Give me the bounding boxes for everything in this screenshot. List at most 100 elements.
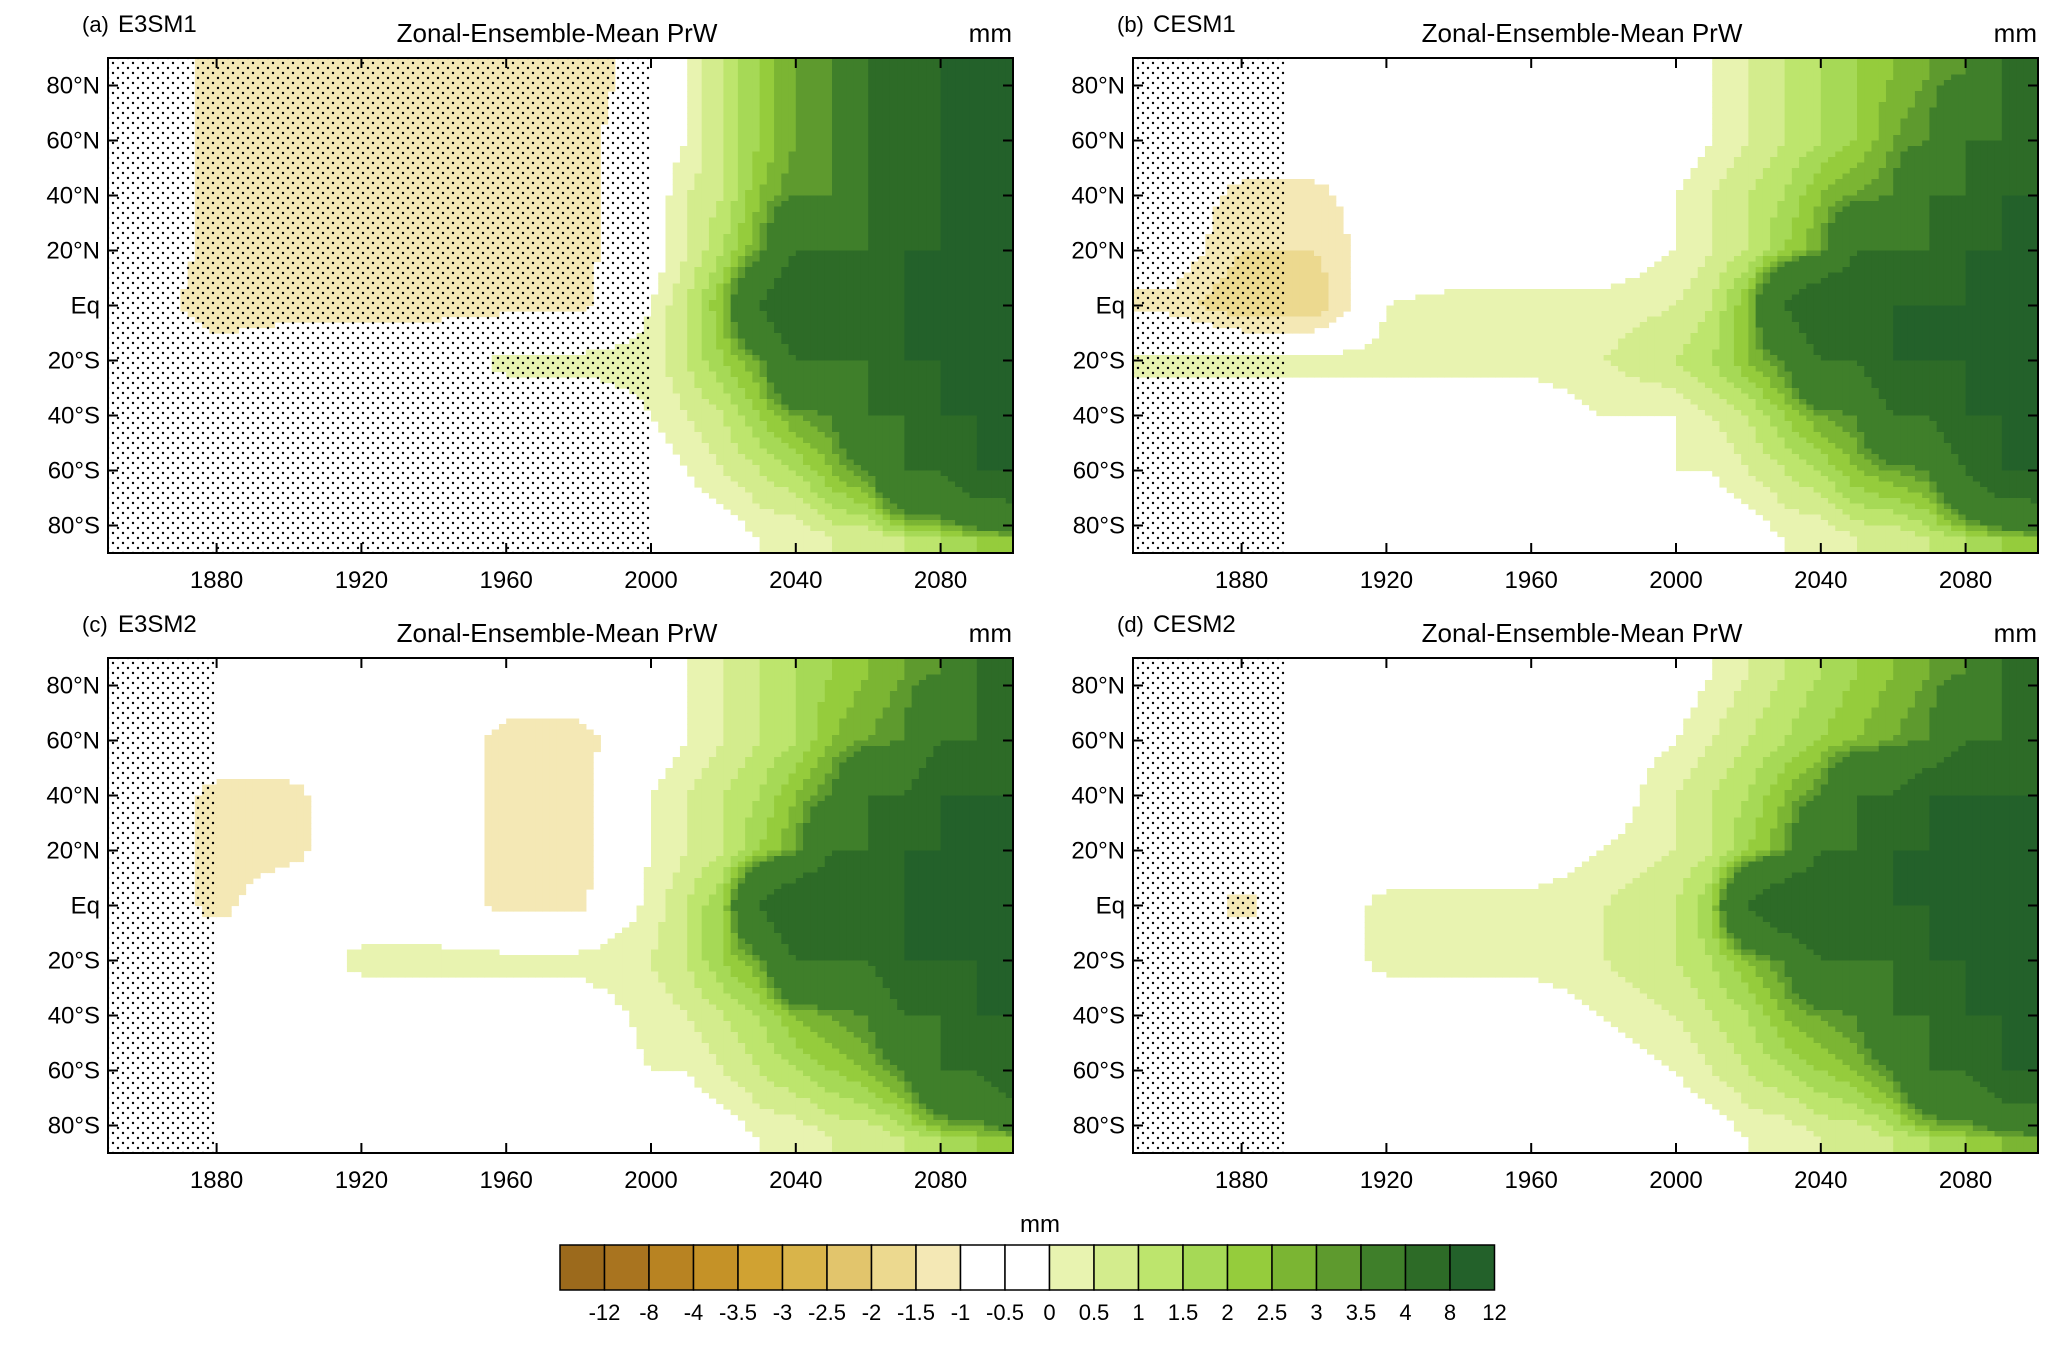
heatmap-cell xyxy=(860,63,869,70)
colorbar-label: 12 xyxy=(1482,1300,1506,1325)
heatmap-cell xyxy=(962,69,971,76)
colorbar-swatch xyxy=(915,1244,962,1291)
heatmap-cell xyxy=(730,91,739,98)
heatmap-cell xyxy=(839,63,848,70)
heatmap-cell xyxy=(832,80,840,87)
heatmap-cell xyxy=(752,63,761,70)
heatmap-cell xyxy=(969,63,978,70)
colorbar: mm -12 -8 -4 -3.5 -3 -2.5 -2 -1.5 -1 -0.5 0 0.5 1 1.5… xyxy=(559,1211,1507,1325)
heatmap-cell xyxy=(817,85,826,92)
heatmap-cell xyxy=(846,80,855,87)
heatmap-cell xyxy=(839,80,848,87)
heatmap-cell xyxy=(730,74,739,81)
heatmap-cell xyxy=(918,80,927,87)
heatmap-cell xyxy=(897,80,905,87)
colorbar-label: 0.5 xyxy=(1079,1300,1110,1325)
heatmap-cell xyxy=(1005,58,1014,65)
heatmap-cell xyxy=(737,63,746,70)
heatmap-cell xyxy=(766,85,775,92)
heatmap-cell xyxy=(1005,69,1014,76)
heatmap-cell xyxy=(1005,74,1014,81)
heatmap-cell xyxy=(998,63,1007,70)
heatmap-cell xyxy=(774,58,782,65)
heatmap-cell xyxy=(998,58,1007,65)
heatmap-cell xyxy=(940,74,949,81)
colorbar-label: -12 xyxy=(589,1300,621,1325)
heatmap-cell xyxy=(933,80,942,87)
heatmap-cell xyxy=(955,85,963,92)
heatmap-cell xyxy=(947,63,956,70)
heatmap-cell xyxy=(708,58,717,65)
panel-tag: (b) xyxy=(1117,12,1144,37)
heatmap-cell xyxy=(846,63,855,70)
heatmap-cell xyxy=(716,85,724,92)
heatmap-cell xyxy=(708,91,717,98)
heatmap-cell xyxy=(824,58,833,65)
heatmap-cell xyxy=(788,69,797,76)
heatmap-cell xyxy=(817,63,826,70)
heatmap-cell xyxy=(875,74,884,81)
plot-E3SM1: 1880 1920 1960 2000 2040 208080°N60°N40°N20°N… xyxy=(46,57,1014,594)
heatmap-cell xyxy=(984,63,992,70)
heatmap-cell xyxy=(904,85,913,92)
heatmap-cell xyxy=(926,63,934,70)
heatmap-cell xyxy=(991,74,1000,81)
heatmap-cell xyxy=(774,63,782,70)
heatmap-cell xyxy=(875,58,884,65)
heatmap-cell xyxy=(853,58,862,65)
heatmap-cell xyxy=(998,69,1007,76)
heatmap-cell xyxy=(969,69,978,76)
heatmap-cell xyxy=(716,74,724,81)
heatmap-cell xyxy=(824,74,833,81)
heatmap-cell xyxy=(824,69,833,76)
heatmap-cell xyxy=(766,63,775,70)
heatmap-cell xyxy=(897,58,905,65)
heatmap-cell xyxy=(788,58,797,65)
heatmap-cell xyxy=(687,63,696,70)
heatmap-cell xyxy=(723,63,732,70)
heatmap-cell xyxy=(766,74,775,81)
heatmap-cell xyxy=(839,69,848,76)
heatmap-cell xyxy=(817,74,826,81)
heatmap-cell xyxy=(860,69,869,76)
heatmap-cell xyxy=(759,69,768,76)
heatmap-cell xyxy=(955,80,963,87)
heatmap-cell xyxy=(918,63,927,70)
heatmap-cell xyxy=(694,63,703,70)
heatmap-cell xyxy=(976,85,985,92)
heatmap-cell xyxy=(745,63,753,70)
heatmap-cell xyxy=(694,74,703,81)
heatmap-cell xyxy=(745,69,753,76)
heatmap-cell xyxy=(846,85,855,92)
panel-d: (d) CESM2 Zonal-Ensemble-Mean PrW mm xyxy=(1117,611,2037,648)
heatmap-cell xyxy=(860,85,869,92)
panel-c: (c) E3SM2 Zonal-Ensemble-Mean PrW mm xyxy=(82,611,1012,648)
heatmap-cell xyxy=(795,74,804,81)
colorbar-swatch xyxy=(1093,1244,1140,1291)
heatmap-cell xyxy=(940,80,949,87)
heatmap-cell xyxy=(752,80,761,87)
heatmap-cell xyxy=(889,85,898,92)
heatmap-cell xyxy=(991,69,1000,76)
heatmap-cell xyxy=(933,85,942,92)
heatmap-cell xyxy=(701,91,710,98)
heatmap-cell xyxy=(774,80,782,87)
heatmap-cell xyxy=(716,91,724,98)
heatmap-cell xyxy=(991,58,1000,65)
heatmap-cell xyxy=(745,74,753,81)
heatmap-cell xyxy=(730,80,739,87)
heatmap-cell xyxy=(817,69,826,76)
panel-tag: (c) xyxy=(82,612,108,637)
heatmap-cell xyxy=(1005,80,1014,87)
heatmap-cell xyxy=(766,69,775,76)
heatmap-cell xyxy=(759,85,768,92)
heatmap-cell xyxy=(759,80,768,87)
heatmap-cell xyxy=(897,74,905,81)
heatmap-cell xyxy=(774,85,782,92)
heatmap-cell xyxy=(781,63,790,70)
heatmap-cell xyxy=(904,74,913,81)
heatmap-cell xyxy=(723,69,732,76)
heatmap-cell xyxy=(882,58,891,65)
heatmap-cell xyxy=(730,58,739,65)
heatmap-cell xyxy=(976,69,985,76)
